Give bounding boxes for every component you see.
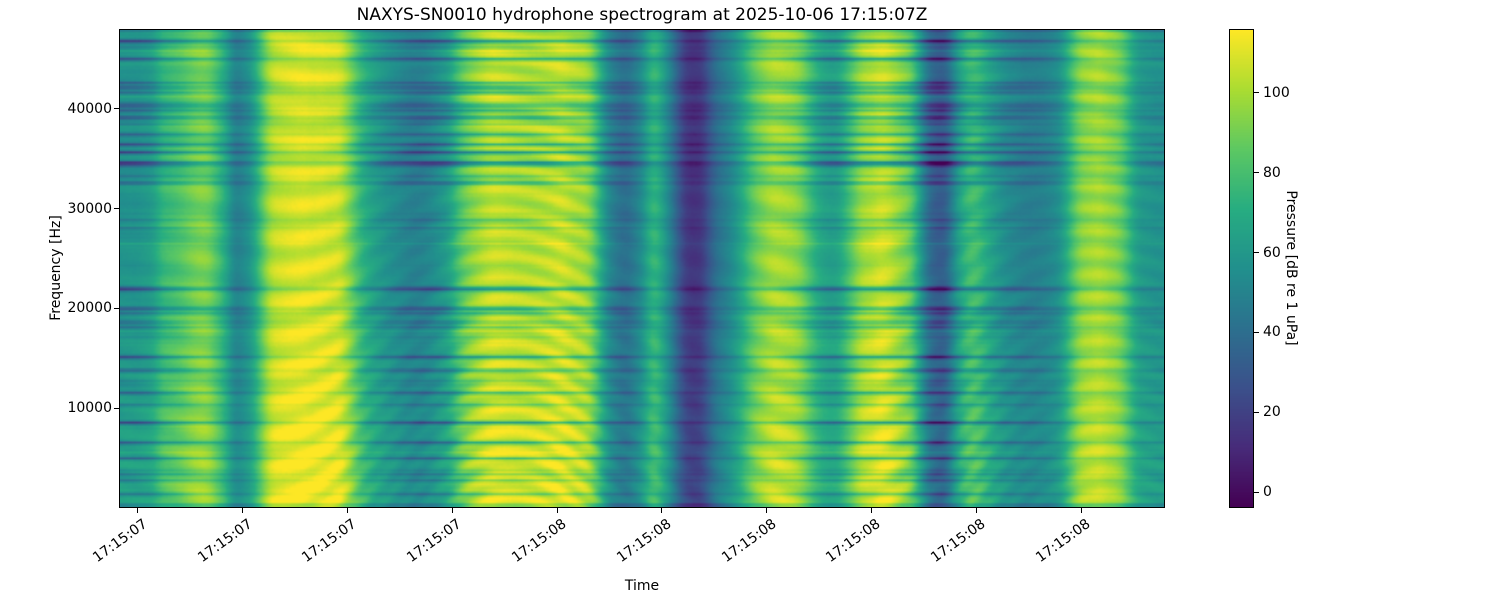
y-tick-mark [114,407,119,409]
x-tick-label: 17:15:08 [509,516,570,566]
x-tick-label: 17:15:08 [823,516,884,566]
spectrogram-heatmap [120,30,1164,507]
x-tick-label: 17:15:07 [89,516,151,566]
x-tick-mark [1080,508,1082,513]
y-tick-label: 20000 [67,300,112,317]
x-tick-label: 17:15:07 [299,516,360,566]
colorbar-tick-mark [1254,331,1259,333]
x-tick-label: 17:15:07 [194,516,256,566]
colorbar [1229,29,1254,508]
x-tick-mark [975,508,977,513]
x-tick-label: 17:15:08 [1033,516,1094,566]
y-tick-mark [114,108,119,110]
x-tick-label: 17:15:08 [718,516,780,566]
y-tick-mark [114,208,119,210]
colorbar-tick-label: 0 [1263,484,1272,501]
x-tick-mark [451,508,453,513]
y-tick-label: 10000 [67,400,112,417]
y-tick-mark [114,307,119,309]
colorbar-tick-label: 80 [1263,164,1281,181]
colorbar-tick-label: 40 [1263,324,1281,341]
x-tick-mark [556,508,558,513]
colorbar-tick-mark [1254,411,1259,413]
colorbar-tick-mark [1254,172,1259,174]
x-tick-label: 17:15:08 [928,516,989,566]
x-tick-mark [870,508,872,513]
x-tick-mark [661,508,663,513]
x-axis-label: Time [624,578,660,594]
y-tick-label: 30000 [67,200,112,217]
x-tick-mark [137,508,139,513]
colorbar-tick-label: 60 [1263,244,1281,261]
colorbar-tick-mark [1254,491,1259,493]
x-tick-label: 17:15:08 [613,516,675,566]
colorbar-tick-mark [1254,252,1259,254]
x-tick-mark [766,508,768,513]
plot-area [119,29,1165,508]
colorbar-tick-mark [1254,92,1259,94]
colorbar-label: Pressure [dB re 1 uPa] [1283,190,1299,346]
x-tick-mark [242,508,244,513]
y-tick-label: 40000 [67,100,112,117]
colorbar-tick-label: 100 [1263,84,1290,101]
x-tick-mark [346,508,348,513]
chart-title: NAXYS-SN0010 hydrophone spectrogram at 2… [356,5,928,25]
colorbar-tick-label: 20 [1263,404,1281,421]
x-tick-label: 17:15:07 [404,516,465,566]
colorbar-gradient [1230,30,1253,507]
